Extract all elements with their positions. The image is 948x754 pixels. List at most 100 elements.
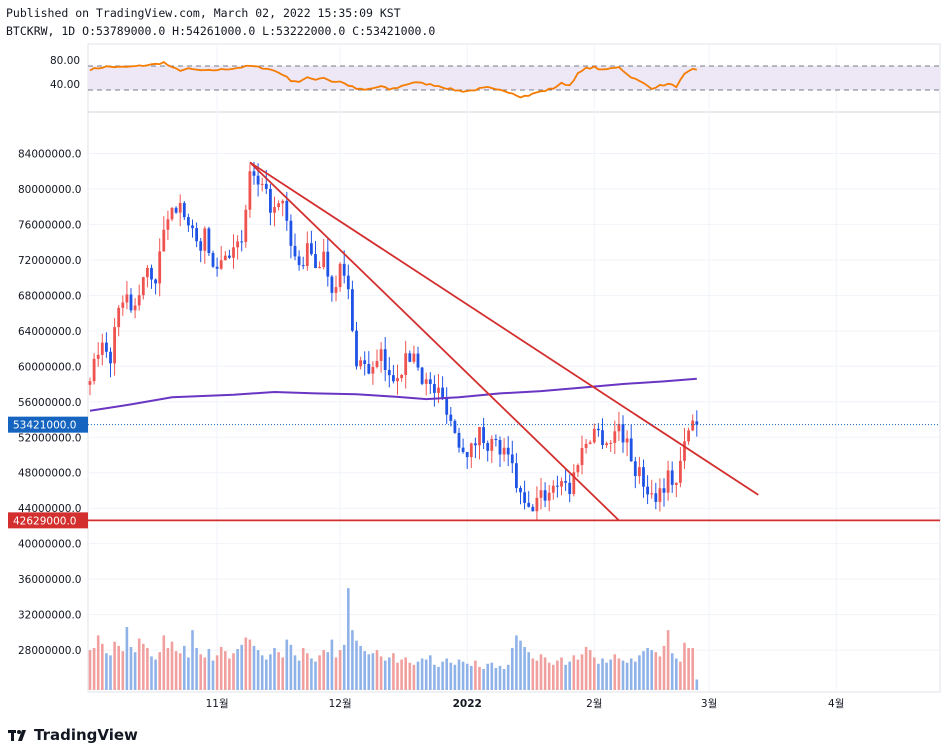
- candle-body: [670, 470, 674, 485]
- volume-bar: [379, 656, 383, 690]
- tradingview-logo-icon: [8, 730, 26, 741]
- volume-bar: [359, 645, 362, 690]
- volume-bar: [412, 664, 416, 690]
- candle-body: [150, 267, 153, 280]
- candle-body: [433, 384, 436, 393]
- volume-bar: [219, 646, 223, 690]
- candle-body: [305, 243, 309, 266]
- candlesticks: [88, 161, 699, 521]
- candle-body: [625, 438, 629, 443]
- candle-body: [141, 277, 145, 296]
- candle-body: [666, 470, 670, 493]
- candle-body: [363, 360, 367, 364]
- candle-body: [527, 502, 531, 507]
- candle-body: [642, 467, 645, 487]
- candle-body: [223, 255, 227, 261]
- candle-body: [387, 369, 391, 376]
- volume-bar: [301, 648, 305, 690]
- chart-publish-info: Published on TradingView.com, March 02, …: [6, 6, 401, 20]
- trendline: [249, 161, 759, 496]
- candle-body: [195, 228, 198, 242]
- volume-bar: [404, 657, 407, 690]
- candle-body: [400, 374, 403, 379]
- volume-bar: [580, 654, 584, 690]
- candle-body: [556, 485, 559, 487]
- volume-bar: [429, 655, 432, 690]
- candle-body: [375, 360, 379, 368]
- candle-body: [674, 482, 678, 485]
- candle-body: [515, 463, 518, 489]
- volume-bar: [162, 635, 166, 690]
- volume-bar: [654, 652, 658, 690]
- volume-bar: [355, 640, 358, 690]
- candle-body: [564, 481, 567, 483]
- volume-bar: [392, 653, 395, 690]
- volume-bar: [470, 665, 473, 690]
- candle-body: [215, 266, 219, 269]
- candle-body: [170, 207, 174, 220]
- candle-body: [244, 209, 248, 243]
- volume-bar: [129, 646, 133, 690]
- candle-body: [646, 486, 649, 495]
- volume-bar: [609, 659, 612, 690]
- price-tick-label: 28000000.0: [18, 645, 81, 657]
- price-tick-label: 64000000.0: [18, 326, 81, 338]
- volume-bar: [236, 649, 239, 690]
- volume-bar: [326, 652, 330, 690]
- volume-bar: [543, 657, 547, 690]
- candle-body: [129, 294, 133, 311]
- volume-bar: [666, 630, 670, 690]
- candle-body: [113, 327, 116, 364]
- candle-body: [256, 175, 260, 185]
- trendlines: [249, 161, 759, 522]
- price-tick-label: 60000000.0: [18, 361, 81, 373]
- candle-body: [519, 488, 522, 493]
- support-price-tag: [8, 512, 88, 529]
- volume-bar: [691, 648, 694, 690]
- rsi-tick-label: 40.00: [50, 79, 80, 91]
- volume-bar: [457, 659, 461, 690]
- volume-bar: [449, 662, 453, 690]
- candle-body: [408, 353, 412, 362]
- candle-body: [88, 381, 92, 385]
- volume-bar: [437, 666, 440, 690]
- candle-body: [162, 229, 166, 252]
- volume-bar: [662, 645, 666, 690]
- chart-grid: [87, 43, 941, 693]
- candle-body: [240, 241, 244, 243]
- candle-body: [424, 379, 428, 384]
- moving-average-line: [89, 377, 697, 412]
- volume-bar: [420, 658, 424, 690]
- candle-body: [592, 428, 596, 443]
- volume-bar: [506, 664, 510, 690]
- last-price-label: 53421000.0: [13, 420, 76, 432]
- price-tick-label: 32000000.0: [18, 610, 81, 622]
- volume-bar: [347, 588, 350, 690]
- volume-bar: [363, 651, 366, 690]
- candle-body: [396, 378, 399, 382]
- volume-bar: [318, 655, 321, 690]
- volume-bar: [256, 650, 260, 690]
- candle-body: [404, 353, 408, 375]
- volume-bar: [670, 653, 674, 690]
- candle-body: [236, 241, 239, 248]
- candle-body: [342, 263, 346, 276]
- candle-body: [613, 431, 617, 443]
- price-tick-label: 84000000.0: [18, 148, 81, 160]
- candle-body: [535, 497, 539, 512]
- candle-body: [133, 305, 137, 311]
- volume-bar: [498, 665, 502, 690]
- tradingview-logo[interactable]: TradingView: [8, 726, 138, 744]
- volume-bar: [314, 661, 317, 690]
- candle-body: [412, 353, 416, 362]
- price-chart[interactable]: 80.00 40.00 84000000.0 80000000.0 76000000.…: [0, 0, 948, 720]
- volume-bar: [650, 650, 653, 690]
- candle-body: [117, 307, 121, 328]
- candle-body: [310, 243, 313, 255]
- volume-bar: [269, 654, 272, 690]
- candle-body: [100, 342, 104, 355]
- rsi-pane: 80.00 40.00: [50, 55, 940, 99]
- volume-bar: [199, 654, 202, 690]
- volume-bar: [158, 652, 161, 690]
- price-tick-label: 44000000.0: [18, 503, 81, 515]
